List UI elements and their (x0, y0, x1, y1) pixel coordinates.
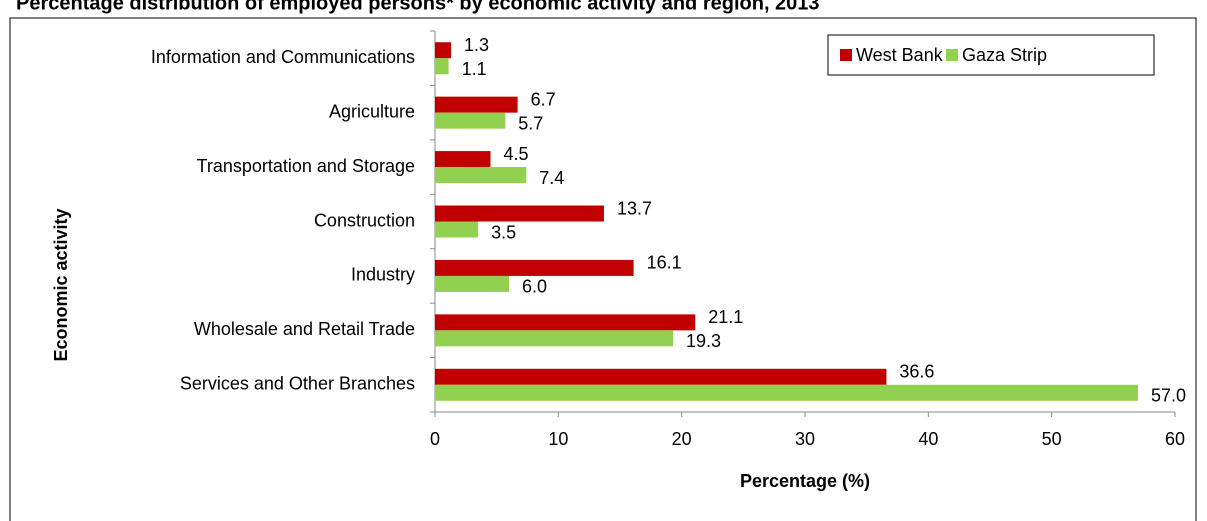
x-tick-label: 20 (672, 429, 692, 449)
value-label: 57.0 (1151, 386, 1186, 406)
x-tick-label: 30 (795, 429, 815, 449)
bar (435, 205, 604, 222)
bar (435, 368, 887, 385)
x-tick-label: 50 (1042, 429, 1062, 449)
y-tick-label: Construction (314, 210, 415, 230)
value-label: 6.0 (522, 277, 547, 297)
value-label: 21.1 (708, 307, 743, 327)
bar (435, 42, 452, 59)
value-label: 4.5 (504, 144, 529, 164)
bar (435, 330, 674, 347)
y-axis-label: Economic activity (51, 208, 71, 361)
bar (435, 384, 1138, 401)
x-axis-label: Percentage (%) (740, 471, 870, 491)
value-label: 3.5 (491, 222, 516, 242)
x-tick-label: 0 (430, 429, 440, 449)
legend-label: West Bank (856, 45, 944, 65)
bar (435, 151, 491, 168)
y-tick-label: Transportation and Storage (197, 156, 415, 176)
value-label: 36.6 (899, 362, 934, 382)
bar (435, 221, 479, 238)
y-tick-label: Services and Other Branches (180, 374, 415, 394)
bar (435, 275, 509, 292)
bar (435, 96, 518, 113)
y-tick-label: Industry (351, 265, 415, 285)
y-tick-label: Information and Communications (151, 47, 415, 67)
y-tick-label: Wholesale and Retail Trade (194, 319, 415, 339)
value-label: 16.1 (647, 253, 682, 273)
legend-box (827, 34, 1155, 76)
legend-label: Gaza Strip (962, 45, 1047, 65)
bar (435, 58, 449, 75)
value-label: 13.7 (617, 198, 652, 218)
x-tick-label: 60 (1165, 429, 1185, 449)
bar (435, 167, 527, 184)
x-tick-label: 40 (918, 429, 938, 449)
value-label: 6.7 (531, 89, 556, 109)
x-tick-label: 10 (548, 429, 568, 449)
legend-swatch (946, 49, 958, 61)
bar (435, 112, 506, 129)
value-label: 1.1 (462, 59, 487, 79)
value-label: 1.3 (464, 35, 489, 55)
value-label: 5.7 (518, 113, 543, 133)
chart-title: Percentage distribution of employed pers… (16, 0, 820, 14)
legend-swatch (840, 49, 852, 61)
bar (435, 259, 634, 276)
y-tick-label: Agriculture (329, 101, 415, 121)
bar (435, 314, 696, 331)
value-label: 19.3 (686, 331, 721, 351)
value-label: 7.4 (539, 168, 564, 188)
